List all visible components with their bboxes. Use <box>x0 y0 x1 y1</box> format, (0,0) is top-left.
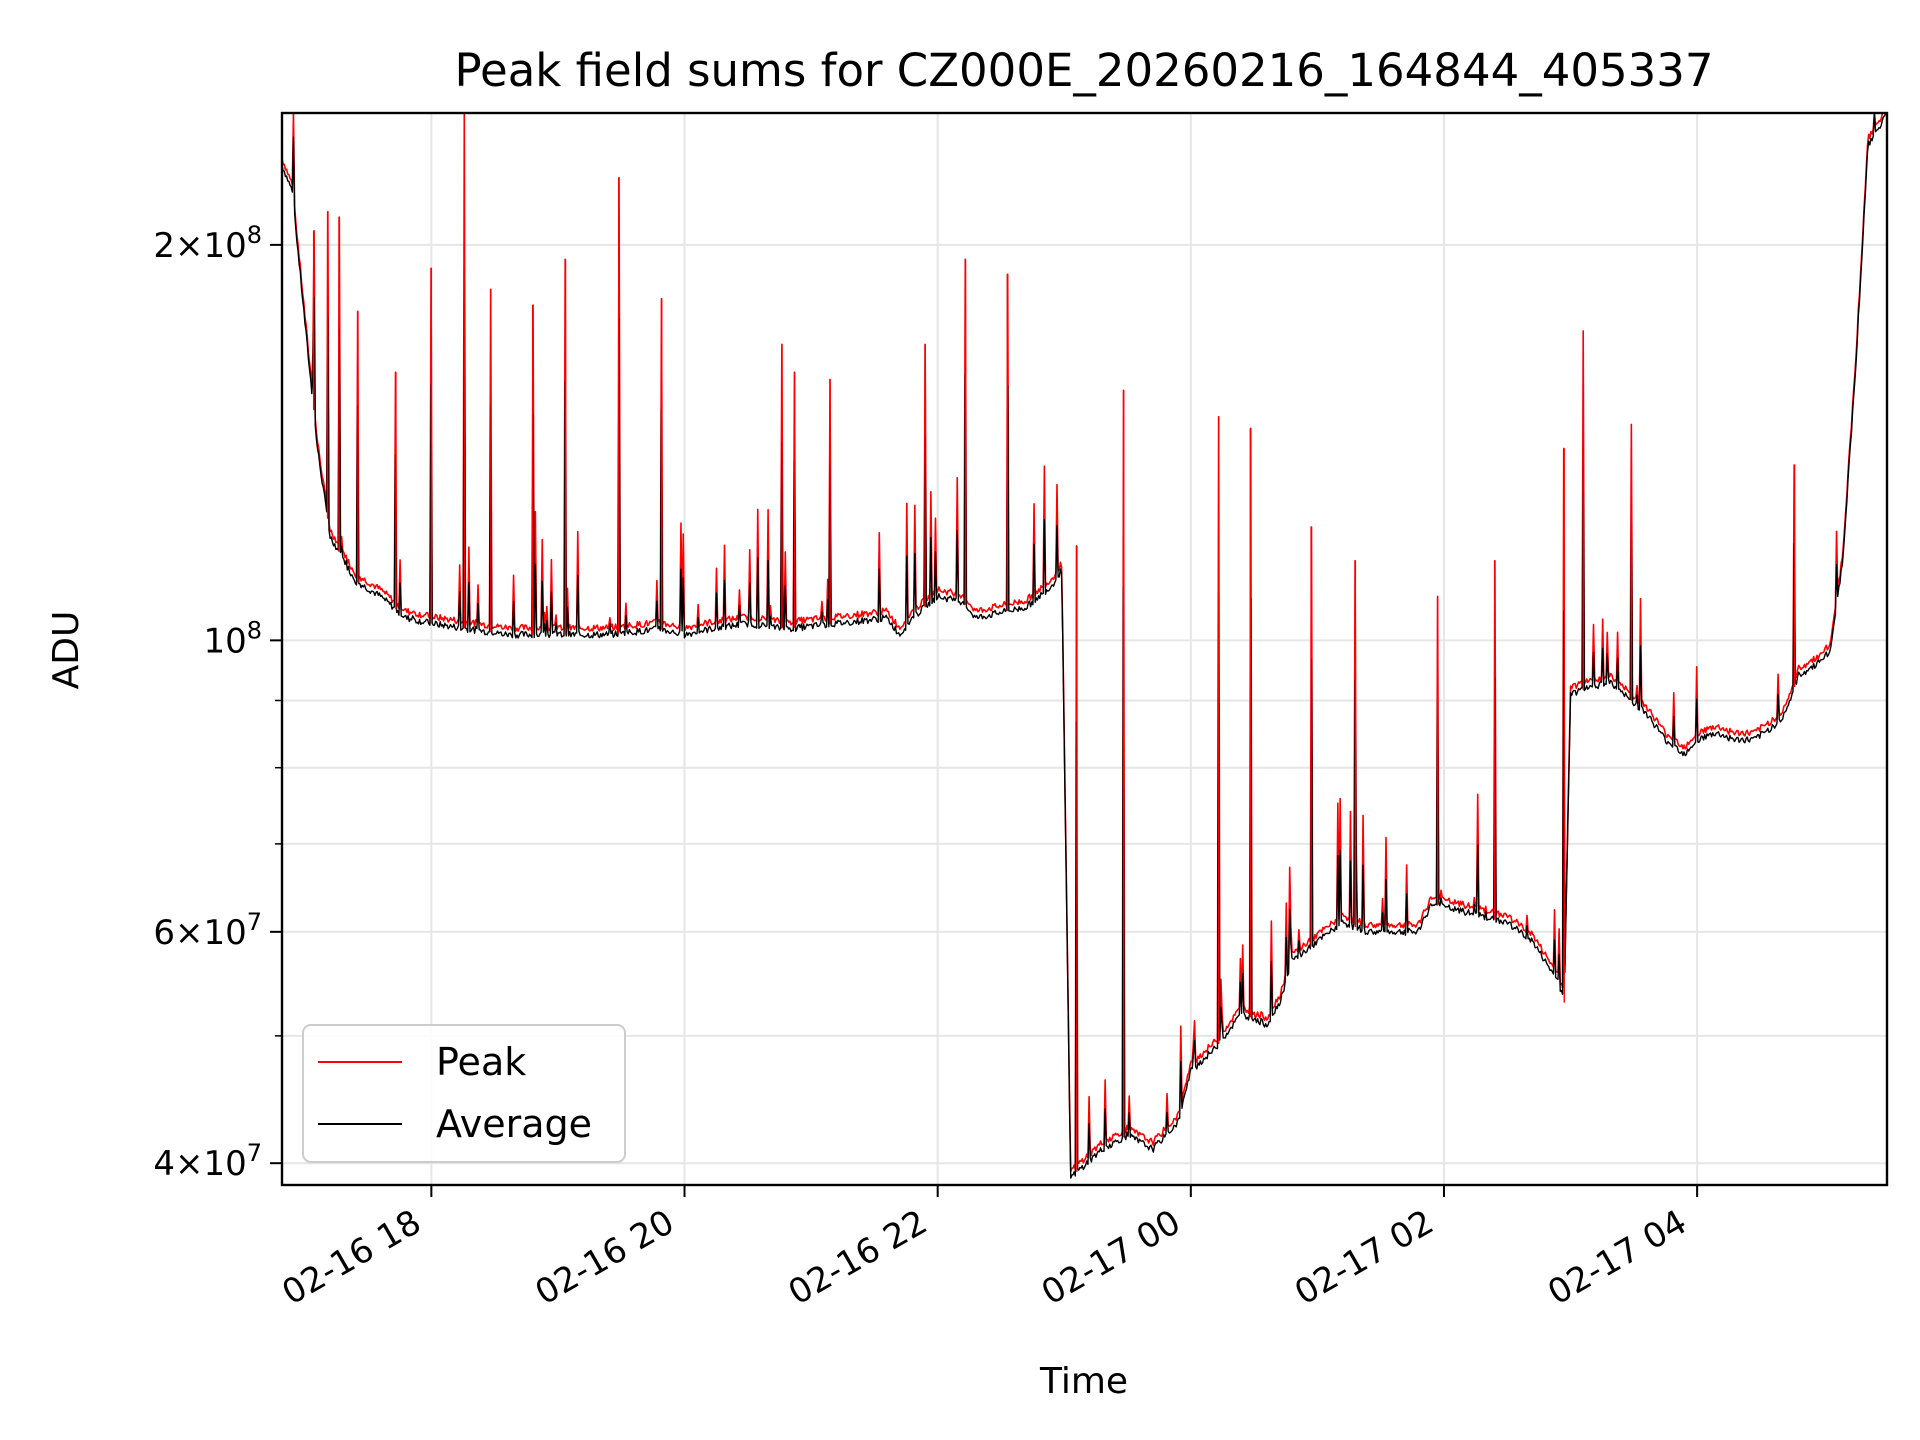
series-layer <box>281 112 1888 1179</box>
y-tick-label: 2×108 <box>153 221 262 266</box>
series-line-peak <box>281 112 1887 1173</box>
x-axis-label: Time <box>1039 1361 1128 1402</box>
legend-box <box>302 1024 626 1163</box>
y-tick-label: 6×107 <box>153 908 262 953</box>
series-line-average <box>281 112 1888 1179</box>
grid <box>282 113 1887 1185</box>
y-tick-label: 108 <box>203 616 262 661</box>
legend-average-label: Average <box>436 1102 592 1146</box>
y-axis-label: ADU <box>46 611 87 690</box>
legend-peak-label: Peak <box>436 1040 526 1084</box>
plot-frame <box>280 111 1889 1187</box>
legend: Peak Average <box>302 1024 626 1163</box>
y-tick-label: 4×107 <box>153 1139 262 1184</box>
chart-title: Peak field sums for CZ000E_20260216_1648… <box>455 44 1714 97</box>
